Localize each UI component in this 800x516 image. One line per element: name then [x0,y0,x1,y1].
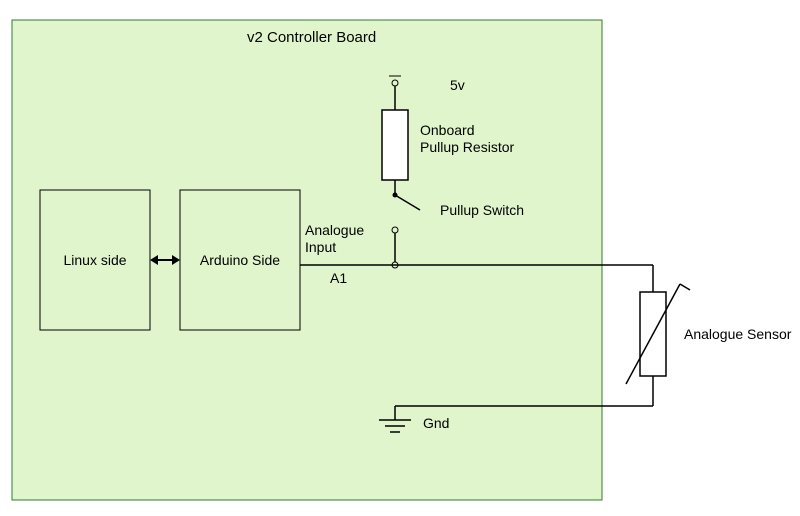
circuit-diagram: v2 Controller Board Linux side Arduino Sid… [0,0,800,516]
board-title: v2 Controller Board [247,29,376,46]
pin-a1-label: A1 [330,270,347,286]
resistor-label2: Pullup Resistor [420,139,514,155]
sensor-label: Analogue Sensor [684,326,792,342]
linux-label: Linux side [63,252,126,268]
analogue-input-label1: Analogue [305,222,364,238]
arduino-label: Arduino Side [200,252,280,268]
sensor-arrow-tick [680,284,690,290]
supply-5v-label: 5v [450,77,465,93]
pullup-resistor [382,110,408,180]
gnd-label: Gnd [423,415,449,431]
resistor-label1: Onboard [420,122,474,138]
analogue-input-label2: Input [305,239,336,255]
switch-label: Pullup Switch [440,202,524,218]
